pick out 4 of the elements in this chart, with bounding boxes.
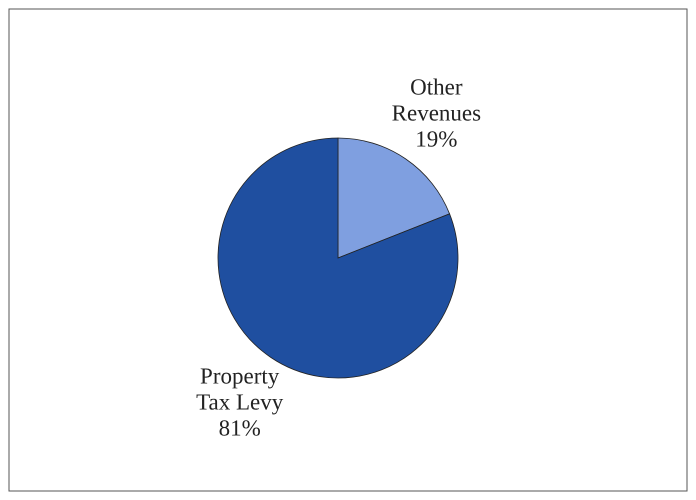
slice-label: Property Tax Levy xyxy=(196,364,284,415)
slice-label: Other Revenues xyxy=(392,74,482,126)
data-label: 19% xyxy=(415,126,458,152)
data-label: 81% xyxy=(218,416,261,441)
